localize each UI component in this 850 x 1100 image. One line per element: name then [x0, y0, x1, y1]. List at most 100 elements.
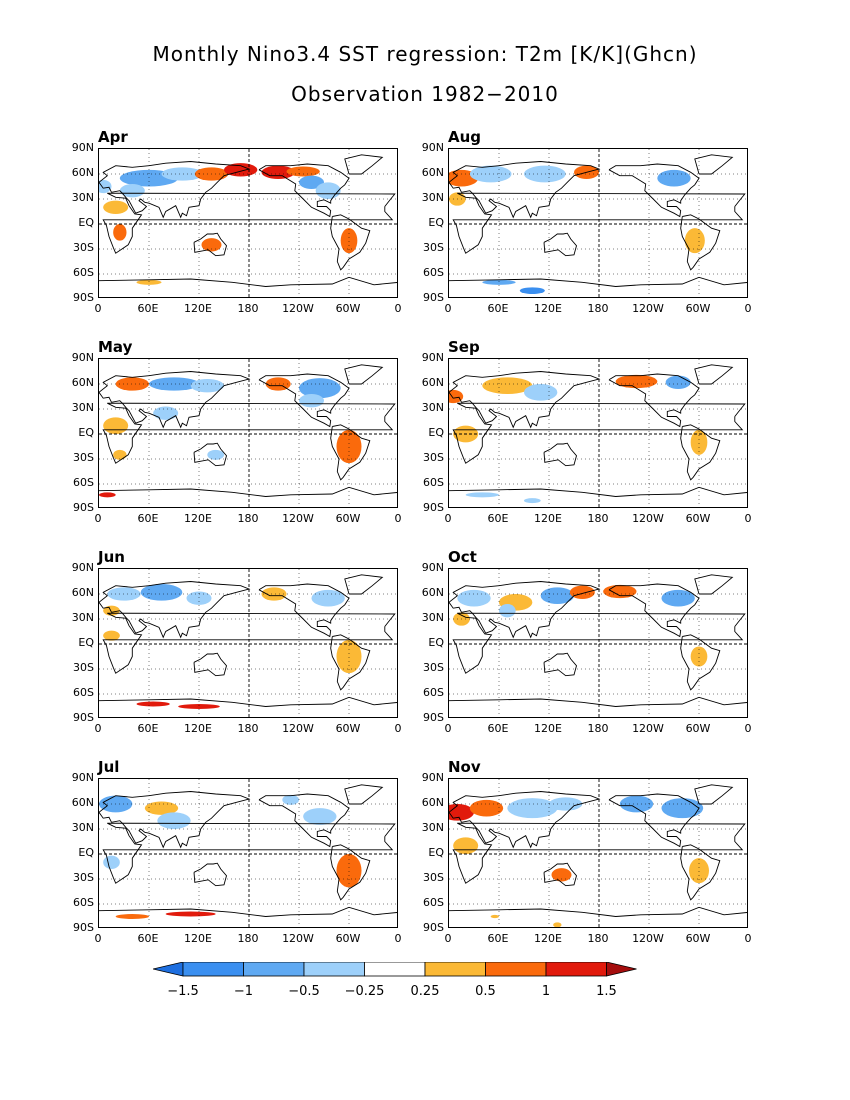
lat-tick-label: 90S [423, 291, 444, 304]
lon-tick-label: 180 [587, 932, 609, 945]
map-panel-sep: Sep 90N 60N 30N EQ 30S 60S 90S 0 60E 120E 180 120W 60… [422, 338, 768, 543]
lat-tick-label: 30S [73, 871, 94, 884]
anomaly-patch [524, 165, 566, 183]
lat-tick-label: EQ [78, 846, 94, 859]
panel-month-label: Apr [98, 128, 128, 146]
anomaly-patch [286, 166, 320, 177]
coastline [449, 161, 601, 219]
colorbar: −1.5 −1 −0.5 −0.25 0.25 0.5 1 1.5 [152, 961, 698, 1002]
anomaly-patch [190, 379, 224, 393]
lat-tick-label: EQ [78, 636, 94, 649]
lon-tick-label: 0 [444, 722, 452, 735]
anomaly-patch [153, 406, 179, 420]
lon-tick-label: 180 [587, 512, 609, 525]
lon-tick-label: 60E [487, 512, 509, 525]
lat-tick-label: 90N [71, 771, 94, 784]
lon-tick-label: 0 [94, 932, 102, 945]
coastline [344, 364, 384, 385]
lon-tick-label: 60E [137, 722, 159, 735]
coastline [193, 232, 227, 257]
lat-tick-label: 30S [423, 661, 444, 674]
lat-tick-label: 90S [423, 711, 444, 724]
colorbar-segment [364, 961, 426, 977]
lat-tick-label: 60N [421, 586, 444, 599]
anomaly-patch [140, 584, 183, 601]
map-frame [448, 148, 748, 298]
anomaly-patch [540, 587, 574, 604]
anomaly-patch [482, 377, 533, 394]
map-panel-aug: Aug 90N 60N 30N EQ 30S 60S 90S 0 60E 120E 180 120W 60… [422, 128, 768, 333]
lat-tick-label: 60S [73, 266, 94, 279]
map-panel-jun: Jun 90N 60N 30N EQ 30S 60S 90S 0 60E 120E 180 120W 60… [72, 548, 418, 753]
lon-tick-label: 60E [487, 722, 509, 735]
lat-tick-label: 60S [423, 476, 444, 489]
coastline [694, 784, 734, 805]
anomaly-patch [303, 808, 337, 825]
lon-tick-label: 60W [335, 722, 361, 735]
anomaly-patch [261, 587, 287, 601]
lon-tick-label: 0 [394, 302, 402, 315]
anomaly-patch [684, 228, 705, 254]
map-frame [98, 568, 398, 718]
lon-tick-label: 60W [685, 932, 711, 945]
lon-tick-label: 60W [335, 932, 361, 945]
coastline [680, 424, 721, 481]
coastline [608, 793, 700, 848]
colorbar-segment [424, 961, 486, 977]
anomaly-patch [449, 389, 464, 404]
colorbar-segment [303, 961, 365, 977]
anomaly-patch [186, 591, 212, 605]
coastline [99, 581, 251, 639]
panel-month-label: Nov [448, 758, 481, 776]
lat-tick-label: 30S [73, 241, 94, 254]
anomaly-patch [113, 449, 127, 460]
lat-tick-label: 60N [421, 376, 444, 389]
anomaly-patch [157, 812, 191, 829]
coastline [344, 154, 384, 175]
lat-tick-label: 30N [421, 821, 444, 834]
lat-tick-label: 30N [71, 191, 94, 204]
coastline [102, 612, 396, 674]
panel-month-label: Jul [98, 758, 120, 776]
anomaly-patch [449, 804, 474, 821]
coastline [543, 862, 577, 887]
lon-tick-label: 120W [632, 722, 664, 735]
lat-tick-label: 90N [421, 561, 444, 574]
map-frame [98, 148, 398, 298]
lon-tick-label: 120E [184, 302, 212, 315]
lon-tick-label: 0 [744, 302, 752, 315]
lat-tick-label: EQ [428, 216, 444, 229]
lat-tick-label: 60N [421, 796, 444, 809]
coastline [99, 161, 251, 219]
anomaly-patch [457, 589, 491, 607]
anomaly-patch [149, 377, 199, 391]
coastline [694, 364, 734, 385]
coastline [102, 402, 396, 464]
anomaly-patch [99, 179, 112, 194]
lon-tick-label: 180 [587, 302, 609, 315]
coastline [193, 442, 227, 467]
coastline [102, 192, 396, 254]
coastline [344, 784, 384, 805]
panel-month-label: Oct [448, 548, 477, 566]
map-panel-nov: Nov 90N 60N 30N EQ 30S 60S 90S 0 60E 120E 180 120W 60… [422, 758, 768, 963]
anomaly-patch [453, 837, 479, 854]
coastline [99, 791, 251, 849]
lon-tick-label: 180 [237, 512, 259, 525]
lon-tick-label: 120W [632, 302, 664, 315]
colorbar-arrow-low [152, 961, 184, 977]
lon-tick-label: 120E [184, 932, 212, 945]
coastline [449, 486, 747, 497]
colorbar-tick-label: 1 [541, 984, 551, 999]
lat-tick-label: 60N [71, 586, 94, 599]
coastline [449, 371, 601, 429]
colorbar-swatches [152, 961, 637, 977]
lat-tick-label: 30N [421, 401, 444, 414]
lon-tick-label: 120W [282, 932, 314, 945]
lon-tick-label: 120E [534, 722, 562, 735]
coastline [694, 574, 734, 595]
panel-month-label: Aug [448, 128, 482, 146]
coastline [543, 652, 577, 677]
coastline [258, 163, 350, 218]
anomaly-patch [161, 167, 204, 181]
